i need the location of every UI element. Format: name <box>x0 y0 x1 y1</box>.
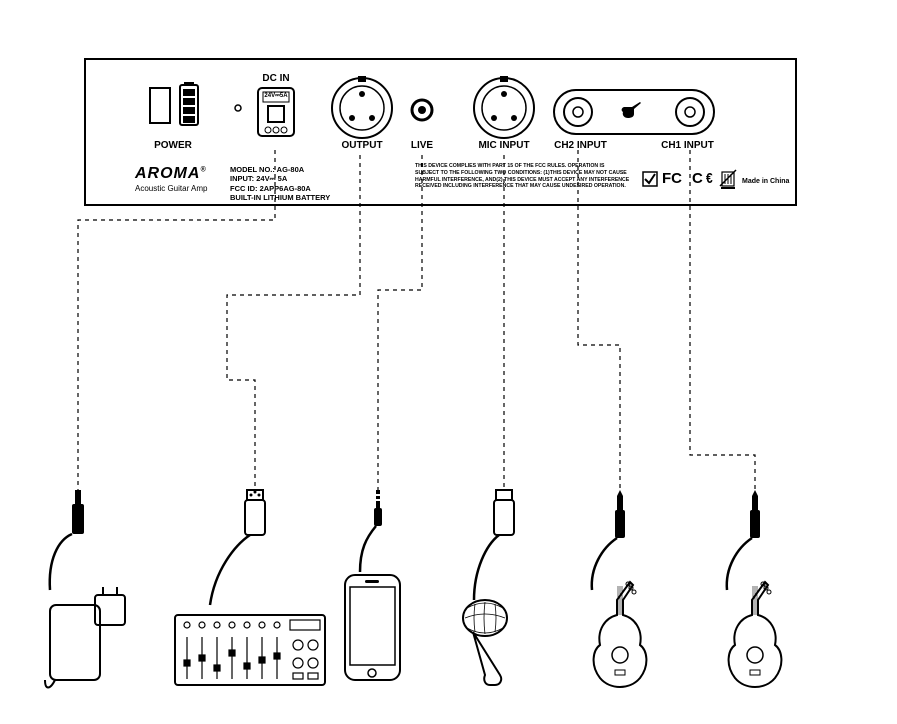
ts-plug-ch2-icon <box>592 490 625 590</box>
live-label: LIVE <box>402 140 442 151</box>
led-icon <box>235 105 241 111</box>
ch2-jack-icon <box>564 98 592 126</box>
trs-mini-plug-icon <box>360 490 382 572</box>
guitar1-icon <box>594 582 647 687</box>
model-info: MODEL NO.: AG-80A INPUT: 24V⎓ 5A FCC ID:… <box>230 165 330 203</box>
dc-in-label: DC IN <box>258 73 294 84</box>
weee-icon <box>720 170 736 188</box>
ts-plug-ch1-icon <box>727 490 760 590</box>
mic-input-label: MIC INPUT <box>470 140 538 151</box>
fc-mark: FC <box>662 170 682 187</box>
phone-icon <box>345 575 400 680</box>
guitar-mini-icon <box>622 102 641 118</box>
mixer-icon <box>175 615 325 685</box>
power-adapter-icon <box>45 587 125 688</box>
output-label: OUTPUT <box>332 140 392 151</box>
power-label: POWER <box>138 140 208 151</box>
guitar2-icon <box>729 582 782 687</box>
xlr-mic-plug-icon <box>474 490 514 600</box>
conn-ch2 <box>578 150 620 490</box>
ch1-jack-icon <box>676 98 704 126</box>
brand-sub-label: Acoustic Guitar Amp <box>135 184 207 193</box>
fcc-text: THIS DEVICE COMPLIES WITH PART 15 OF THE… <box>415 163 630 190</box>
output-jack-icon <box>332 78 392 138</box>
xlr-plug-icon <box>210 490 265 605</box>
ce-mark: C€ <box>692 170 715 187</box>
conn-ch1 <box>690 150 755 490</box>
diagram-svg <box>0 0 897 724</box>
ch1-input-label: CH1 INPUT <box>655 140 720 151</box>
brand-label: AROMA® <box>135 165 207 183</box>
power-switch-icon <box>150 88 170 123</box>
conn-output <box>227 155 360 490</box>
made-in-label: Made in China <box>742 178 789 185</box>
dc-spec-label: 24V⎓5A <box>263 93 289 100</box>
conn-live <box>378 155 422 490</box>
dc-plug-icon <box>50 490 84 590</box>
mic-input-jack-icon <box>474 78 534 138</box>
ch2-input-label: CH2 INPUT <box>548 140 613 151</box>
microphone-icon <box>463 600 507 685</box>
